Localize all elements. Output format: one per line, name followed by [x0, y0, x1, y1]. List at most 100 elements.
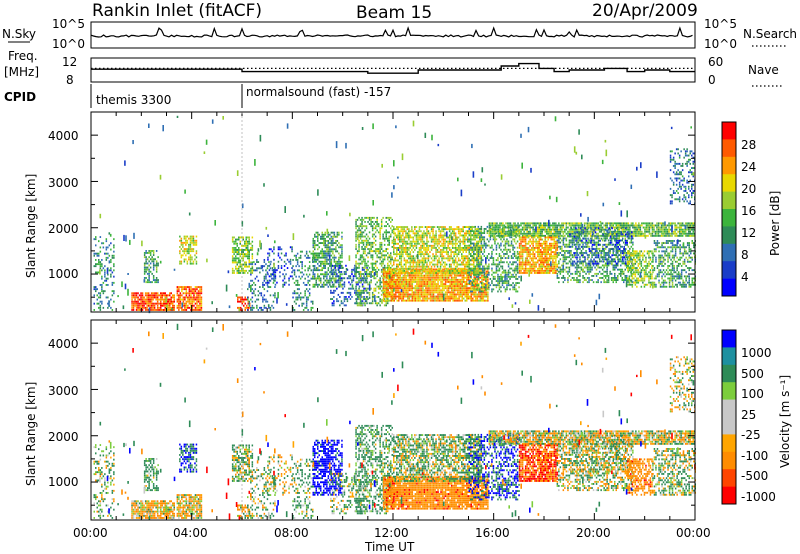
- power-cell: [326, 277, 328, 280]
- power-cell: [250, 263, 252, 266]
- power-cell: [305, 256, 308, 259]
- power-cell: [196, 292, 198, 295]
- power-cell: [435, 268, 438, 271]
- power-cell: [438, 242, 440, 245]
- power-cell: [429, 285, 432, 287]
- power-cell: [362, 225, 365, 228]
- power-cell: [362, 266, 365, 269]
- power-cell: [178, 304, 180, 307]
- power-cell: [513, 246, 516, 249]
- power-cell: [357, 291, 359, 294]
- power-cell: [286, 258, 289, 261]
- power-cell: [363, 302, 365, 305]
- power-cell: [479, 281, 482, 283]
- power-cell: [464, 238, 466, 241]
- power-cell: [494, 263, 496, 266]
- power-cell: [105, 279, 108, 282]
- power-cell: [359, 289, 362, 292]
- power-cell: [348, 296, 350, 298]
- power-cell: [473, 293, 475, 296]
- power-cell: [402, 247, 404, 249]
- power-cell: [355, 300, 358, 303]
- power-cell: [383, 258, 386, 261]
- power-cell: [376, 229, 378, 232]
- power-cell: [163, 309, 165, 311]
- power-cell: [257, 279, 260, 282]
- power-cell: [405, 283, 408, 285]
- power-cell: [304, 284, 306, 286]
- power-cell: [324, 242, 326, 244]
- power-cell: [474, 236, 476, 239]
- power-cell: [500, 222, 503, 225]
- power-cell: [317, 285, 319, 288]
- power-cell: [480, 236, 483, 239]
- power-cell: [366, 302, 368, 305]
- power-cell: [269, 306, 272, 309]
- power-cell: [181, 286, 183, 288]
- power-cell: [432, 247, 434, 249]
- power-cell: [292, 309, 294, 311]
- power-cell: [364, 279, 367, 282]
- power-cell: [305, 306, 308, 309]
- power-cell: [318, 256, 320, 259]
- power-cell: [427, 244, 430, 247]
- power-cell: [377, 279, 380, 282]
- power-cell: [423, 261, 425, 264]
- power-cell: [267, 265, 269, 267]
- power-cell: [392, 299, 394, 302]
- power-cell: [411, 257, 413, 260]
- power-cell: [326, 260, 328, 263]
- power-cell: [405, 251, 407, 253]
- power-cell: [371, 243, 374, 246]
- power-cell: [396, 274, 398, 277]
- power-cell: [453, 274, 456, 277]
- power-cell: [402, 265, 404, 268]
- power-cell: [447, 228, 449, 231]
- power-cell: [457, 251, 460, 253]
- power-cell: [312, 246, 314, 249]
- power-cell: [409, 265, 412, 268]
- power-cell: [495, 269, 498, 272]
- power-cell: [99, 250, 102, 253]
- power-cell: [413, 281, 415, 283]
- power-cell: [408, 265, 410, 268]
- freq-tick-top: 12: [62, 55, 77, 69]
- power-cell: [242, 259, 244, 262]
- power-cell: [429, 289, 432, 292]
- power-cell: [146, 281, 149, 284]
- power-cell: [396, 236, 398, 239]
- power-cell: [379, 283, 381, 286]
- power-cell: [250, 249, 252, 251]
- power-cell: [105, 238, 108, 241]
- power-cell: [423, 267, 425, 270]
- power-cell: [506, 248, 508, 251]
- power-cell: [296, 296, 299, 299]
- power-cell: [417, 238, 419, 241]
- power-cell: [135, 302, 138, 305]
- power-cell: [515, 261, 517, 264]
- power-cell: [361, 227, 363, 230]
- power-cell: [516, 259, 519, 262]
- power-cell: [374, 287, 377, 290]
- power-cell: [361, 246, 363, 248]
- power-cell: [376, 296, 378, 298]
- power-cell: [179, 298, 182, 301]
- power-cell: [391, 225, 393, 228]
- power-cell: [239, 265, 241, 268]
- power-cell: [274, 283, 277, 286]
- power-cell: [150, 302, 153, 305]
- power-cell: [387, 285, 389, 287]
- power-cell: [143, 256, 146, 259]
- power-cell: [289, 275, 292, 278]
- power-cell: [476, 230, 478, 232]
- power-cell: [359, 281, 362, 284]
- power-cell: [253, 306, 255, 309]
- power-cell: [246, 304, 248, 307]
- power-cell: [478, 293, 480, 296]
- power-cell: [236, 244, 238, 247]
- power-cell: [157, 279, 159, 281]
- power-cell: [486, 267, 489, 270]
- power-cell: [454, 247, 457, 249]
- power-cell: [480, 259, 483, 262]
- power-cell: [338, 281, 340, 284]
